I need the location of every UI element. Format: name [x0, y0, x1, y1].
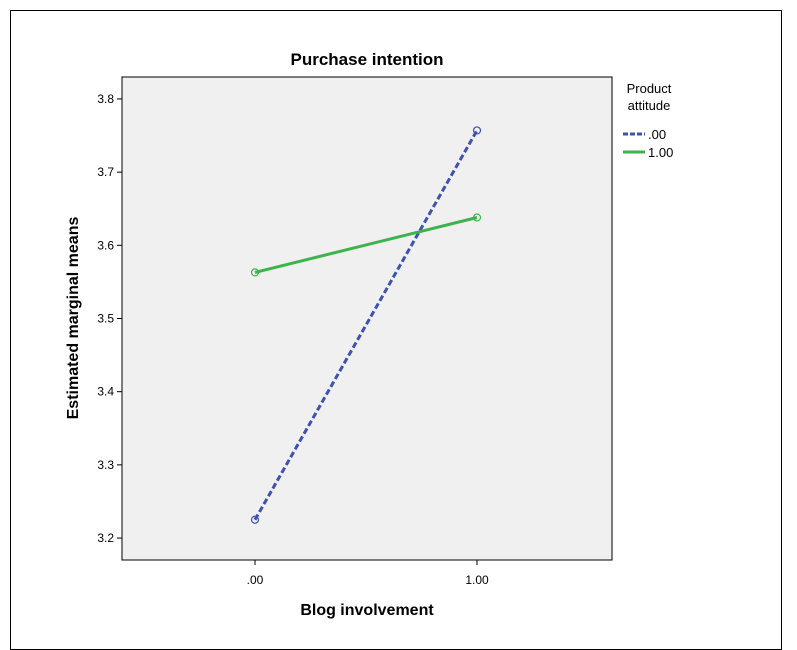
chart-frame: Purchase intention Blog involvement Esti… [10, 10, 782, 650]
series-0-point-0 [250, 515, 260, 524]
legend-items: .00 1.00 [623, 127, 673, 160]
series-layer [250, 126, 482, 524]
series-line-0 [253, 129, 479, 521]
x-axis: .00 1.00 [247, 560, 489, 587]
y-tick-label-1: 3.3 [97, 458, 114, 472]
x-axis-title: Blog involvement [300, 602, 434, 619]
legend: Product attitude .00 1.00 [623, 81, 673, 160]
series-1-point-0 [250, 268, 260, 277]
x-tick-label-1: 1.00 [465, 573, 489, 587]
line-chart: Purchase intention Blog involvement Esti… [65, 50, 673, 619]
series-1-point-1 [472, 213, 482, 222]
series-0-point-1 [472, 126, 482, 135]
series-line-1 [254, 216, 478, 274]
y-tick-label-6: 3.8 [97, 92, 114, 106]
chart-title: Purchase intention [290, 50, 443, 69]
y-tick-label-4: 3.6 [97, 238, 114, 252]
legend-label-1: 1.00 [648, 145, 673, 160]
plot-area [121, 76, 613, 561]
legend-title-line-2: attitude [628, 98, 671, 113]
y-tick-label-2: 3.4 [97, 385, 114, 399]
legend-label-0: .00 [648, 127, 666, 142]
y-tick-label-5: 3.7 [97, 165, 114, 179]
legend-title-line-1: Product [627, 81, 672, 96]
x-tick-label-0: .00 [247, 573, 264, 587]
y-axis-title: Estimated marginal means [65, 217, 82, 420]
y-tick-label-0: 3.2 [97, 531, 114, 545]
y-axis: 3.2 3.3 3.4 3.5 3.6 3.7 3.8 [97, 92, 122, 545]
y-tick-label-3: 3.5 [97, 312, 114, 326]
